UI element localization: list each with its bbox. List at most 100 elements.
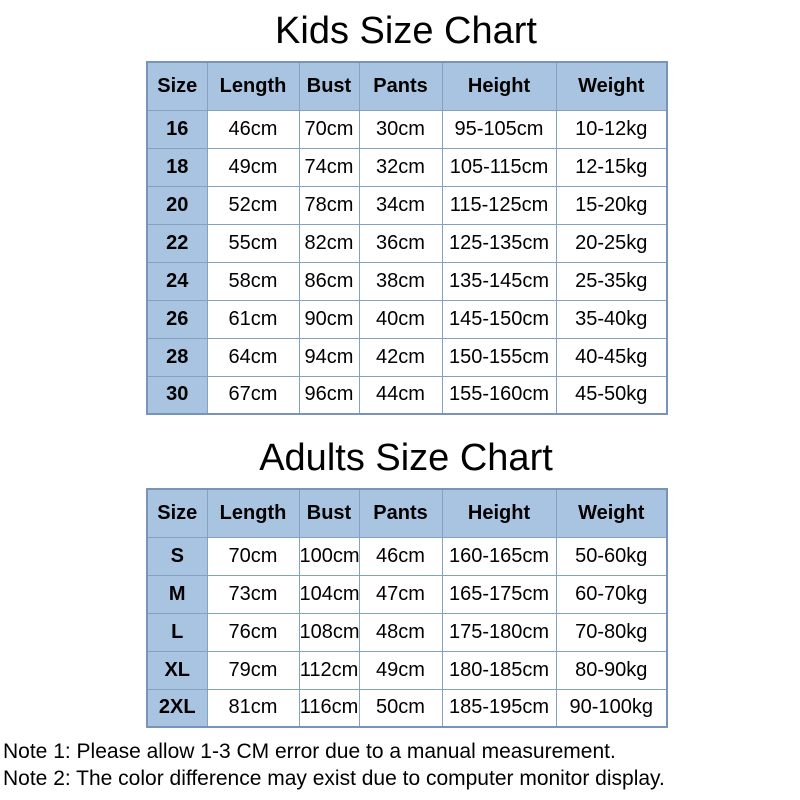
table-row: 26 61cm 90cm 40cm 145-150cm 35-40kg (146, 299, 668, 339)
table-row: 24 58cm 86cm 38cm 135-145cm 25-35kg (146, 261, 668, 301)
length-cell: 61cm (206, 299, 300, 339)
note-2: Note 2: The color difference may exist d… (3, 767, 665, 790)
pants-cell: 42cm (358, 337, 443, 377)
table-row: 28 64cm 94cm 42cm 150-155cm 40-45kg (146, 337, 668, 377)
weight-cell: 10-12kg (555, 109, 668, 149)
pants-cell: 50cm (358, 688, 443, 728)
kids-chart-title: Kids Size Chart (275, 10, 537, 52)
length-cell: 81cm (206, 688, 300, 728)
weight-cell: 25-35kg (555, 261, 668, 301)
column-header-weight: Weight (555, 488, 668, 538)
bust-cell: 108cm (298, 612, 360, 652)
weight-cell: 70-80kg (555, 612, 668, 652)
height-cell: 165-175cm (441, 574, 557, 614)
pants-cell: 48cm (358, 612, 443, 652)
size-cell: 26 (146, 299, 208, 339)
note-1: Note 1: Please allow 1-3 CM error due to… (3, 740, 616, 763)
column-header-pants: Pants (358, 61, 443, 111)
header-row: Size Length Bust Pants Height Weight (146, 61, 668, 111)
weight-cell: 45-50kg (555, 375, 668, 415)
length-cell: 58cm (206, 261, 300, 301)
table-row: XL 79cm 112cm 49cm 180-185cm 80-90kg (146, 650, 668, 690)
table-row: M 73cm 104cm 47cm 165-175cm 60-70kg (146, 574, 668, 614)
bust-cell: 96cm (298, 375, 360, 415)
weight-cell: 60-70kg (555, 574, 668, 614)
bust-cell: 70cm (298, 109, 360, 149)
height-cell: 135-145cm (441, 261, 557, 301)
weight-cell: 12-15kg (555, 147, 668, 187)
length-cell: 52cm (206, 185, 300, 225)
kids-size-chart-section: Kids Size Chart Size Length Bust Pants H… (146, 0, 668, 415)
bust-cell: 90cm (298, 299, 360, 339)
bust-cell: 100cm (298, 536, 360, 576)
height-cell: 95-105cm (441, 109, 557, 149)
column-header-weight: Weight (555, 61, 668, 111)
table-row: 20 52cm 78cm 34cm 115-125cm 15-20kg (146, 185, 668, 225)
adults-size-chart-section: Adults Size Chart Size Length Bust Pants… (146, 435, 668, 728)
size-cell: 2XL (146, 688, 208, 728)
table-row: 30 67cm 96cm 44cm 155-160cm 45-50kg (146, 375, 668, 415)
table-row: 18 49cm 74cm 32cm 105-115cm 12-15kg (146, 147, 668, 187)
length-cell: 64cm (206, 337, 300, 377)
height-cell: 160-165cm (441, 536, 557, 576)
weight-cell: 15-20kg (555, 185, 668, 225)
table-row: 22 55cm 82cm 36cm 125-135cm 20-25kg (146, 223, 668, 263)
weight-cell: 90-100kg (555, 688, 668, 728)
size-cell: 16 (146, 109, 208, 149)
column-header-pants: Pants (358, 488, 443, 538)
bust-cell: 112cm (298, 650, 360, 690)
size-cell: 28 (146, 337, 208, 377)
weight-cell: 40-45kg (555, 337, 668, 377)
pants-cell: 47cm (358, 574, 443, 614)
size-cell: 18 (146, 147, 208, 187)
weight-cell: 50-60kg (555, 536, 668, 576)
column-header-size: Size (146, 61, 208, 111)
height-cell: 175-180cm (441, 612, 557, 652)
length-cell: 67cm (206, 375, 300, 415)
notes-block: Note 1: Please allow 1-3 CM error due to… (3, 738, 800, 792)
length-cell: 79cm (206, 650, 300, 690)
adults-chart-title: Adults Size Chart (259, 437, 553, 479)
pants-cell: 38cm (358, 261, 443, 301)
size-cell: 20 (146, 185, 208, 225)
pants-cell: 46cm (358, 536, 443, 576)
size-cell: 30 (146, 375, 208, 415)
height-cell: 155-160cm (441, 375, 557, 415)
pants-cell: 36cm (358, 223, 443, 263)
bust-cell: 116cm (298, 688, 360, 728)
size-cell: XL (146, 650, 208, 690)
column-header-length: Length (206, 488, 300, 538)
table-row: S 70cm 100cm 46cm 160-165cm 50-60kg (146, 536, 668, 576)
pants-cell: 34cm (358, 185, 443, 225)
pants-cell: 49cm (358, 650, 443, 690)
column-header-length: Length (206, 61, 300, 111)
size-cell: M (146, 574, 208, 614)
height-cell: 150-155cm (441, 337, 557, 377)
size-cell: 22 (146, 223, 208, 263)
table-row: 2XL 81cm 116cm 50cm 185-195cm 90-100kg (146, 688, 668, 728)
bust-cell: 78cm (298, 185, 360, 225)
height-cell: 180-185cm (441, 650, 557, 690)
bust-cell: 74cm (298, 147, 360, 187)
length-cell: 46cm (206, 109, 300, 149)
column-header-height: Height (441, 488, 557, 538)
bust-cell: 94cm (298, 337, 360, 377)
weight-cell: 80-90kg (555, 650, 668, 690)
length-cell: 55cm (206, 223, 300, 263)
size-cell: 24 (146, 261, 208, 301)
weight-cell: 35-40kg (555, 299, 668, 339)
header-row: Size Length Bust Pants Height Weight (146, 488, 668, 538)
length-cell: 49cm (206, 147, 300, 187)
adults-size-table: Size Length Bust Pants Height Weight S 7… (146, 488, 668, 728)
size-cell: S (146, 536, 208, 576)
column-header-bust: Bust (298, 488, 360, 538)
pants-cell: 40cm (358, 299, 443, 339)
pants-cell: 30cm (358, 109, 443, 149)
pants-cell: 32cm (358, 147, 443, 187)
column-header-height: Height (441, 61, 557, 111)
column-header-size: Size (146, 488, 208, 538)
height-cell: 115-125cm (441, 185, 557, 225)
length-cell: 70cm (206, 536, 300, 576)
bust-cell: 104cm (298, 574, 360, 614)
